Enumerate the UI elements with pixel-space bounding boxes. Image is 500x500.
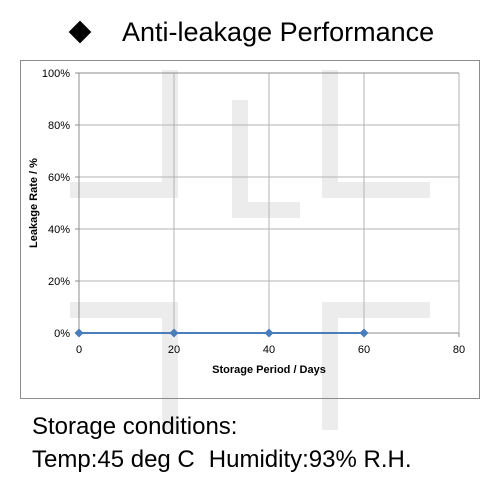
y-axis-label: Leakage Rate / %: [28, 158, 40, 248]
temperature-value: Temp:45 deg C: [32, 446, 195, 473]
x-tick-label: 20: [168, 344, 180, 356]
page-title: Anti-leakage Performance: [68, 12, 434, 52]
page-title-text: Anti-leakage Performance: [122, 16, 435, 47]
leakage-chart: 0% 20% 40% 60% 80% 100% 0 20 40 60 80 Leakage Rate…: [28, 68, 465, 376]
y-tick-label: 20%: [48, 276, 70, 288]
grid-layer: [79, 72, 460, 334]
x-tick-label: 0: [76, 344, 82, 356]
diamond-bullet-icon: [68, 20, 92, 44]
tick-layer: 0% 20% 40% 60% 80% 100% 0 20 40 60 80: [42, 68, 465, 356]
y-tick-label: 80%: [48, 120, 70, 132]
y-tick-label: 0%: [54, 328, 70, 340]
y-tick-label: 60%: [48, 172, 70, 184]
data-point-diamond: [74, 328, 84, 338]
data-point-diamond: [169, 328, 179, 338]
x-tick-label: 60: [358, 344, 370, 356]
storage-conditions: Storage conditions: Temp:45 deg C Humidit…: [32, 410, 412, 476]
data-point-diamond: [359, 328, 369, 338]
series-layer: [74, 328, 369, 338]
chart-frame: [20, 60, 480, 399]
y-tick-label: 40%: [48, 224, 70, 236]
y-tick-label: 100%: [42, 68, 70, 80]
data-point-diamond: [264, 328, 274, 338]
x-tick-label: 80: [453, 344, 465, 356]
conditions-values: Temp:45 deg C Humidity:93% R.H.: [32, 443, 412, 476]
x-axis-label: Storage Period / Days: [212, 364, 326, 376]
x-tick-label: 40: [263, 344, 275, 356]
conditions-heading: Storage conditions:: [32, 413, 238, 440]
humidity-value: Humidity:93% R.H.: [208, 446, 412, 473]
